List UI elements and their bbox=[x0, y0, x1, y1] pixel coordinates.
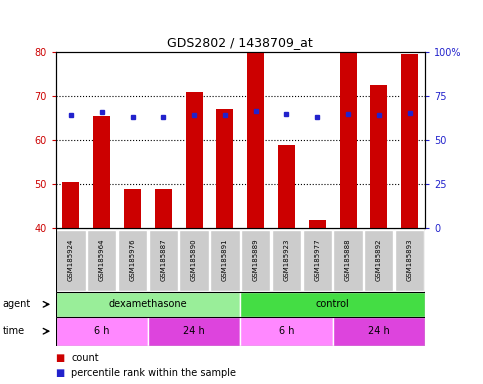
Bar bbox=[155, 189, 172, 228]
Bar bbox=[241, 292, 425, 317]
Text: GSM185889: GSM185889 bbox=[253, 239, 259, 281]
Bar bbox=[272, 230, 301, 291]
Bar bbox=[309, 220, 326, 228]
Bar bbox=[210, 230, 240, 291]
Text: GSM185887: GSM185887 bbox=[160, 239, 166, 281]
Bar bbox=[56, 292, 241, 317]
Text: GSM185964: GSM185964 bbox=[99, 239, 105, 281]
Text: dexamethasone: dexamethasone bbox=[109, 299, 187, 310]
Text: 24 h: 24 h bbox=[368, 326, 390, 336]
Text: GSM185893: GSM185893 bbox=[407, 239, 412, 281]
Bar bbox=[278, 144, 295, 228]
Text: GSM185888: GSM185888 bbox=[345, 239, 351, 281]
Bar bbox=[241, 317, 333, 346]
Bar bbox=[247, 52, 264, 228]
Bar bbox=[364, 230, 394, 291]
Bar bbox=[93, 116, 110, 228]
Bar bbox=[395, 230, 424, 291]
Text: GSM185890: GSM185890 bbox=[191, 239, 197, 281]
Bar bbox=[56, 317, 148, 346]
Text: ■: ■ bbox=[56, 368, 65, 378]
Text: time: time bbox=[2, 326, 25, 336]
Bar bbox=[333, 230, 363, 291]
Text: GSM185923: GSM185923 bbox=[284, 239, 289, 281]
Bar bbox=[303, 230, 332, 291]
Text: count: count bbox=[71, 353, 99, 363]
Text: 24 h: 24 h bbox=[183, 326, 205, 336]
Bar bbox=[216, 109, 233, 228]
Text: agent: agent bbox=[2, 299, 30, 310]
Bar bbox=[124, 189, 141, 228]
Title: GDS2802 / 1438709_at: GDS2802 / 1438709_at bbox=[168, 36, 313, 49]
Bar bbox=[401, 54, 418, 228]
Bar bbox=[87, 230, 116, 291]
Bar bbox=[333, 317, 425, 346]
Text: GSM185977: GSM185977 bbox=[314, 239, 320, 281]
Bar bbox=[62, 182, 79, 228]
Text: GSM185892: GSM185892 bbox=[376, 239, 382, 281]
Bar bbox=[57, 230, 85, 291]
Text: 6 h: 6 h bbox=[94, 326, 110, 336]
Bar bbox=[185, 91, 202, 228]
Bar bbox=[370, 85, 387, 228]
Text: percentile rank within the sample: percentile rank within the sample bbox=[71, 368, 236, 378]
Bar bbox=[149, 230, 178, 291]
Bar bbox=[118, 230, 147, 291]
Text: GSM185976: GSM185976 bbox=[129, 239, 136, 281]
Text: control: control bbox=[316, 299, 350, 310]
Text: 6 h: 6 h bbox=[279, 326, 294, 336]
Bar bbox=[148, 317, 241, 346]
Bar bbox=[241, 230, 270, 291]
Bar bbox=[180, 230, 209, 291]
Text: GSM185924: GSM185924 bbox=[68, 239, 74, 281]
Text: GSM185891: GSM185891 bbox=[222, 239, 228, 281]
Bar bbox=[340, 52, 356, 228]
Text: ■: ■ bbox=[56, 353, 65, 363]
